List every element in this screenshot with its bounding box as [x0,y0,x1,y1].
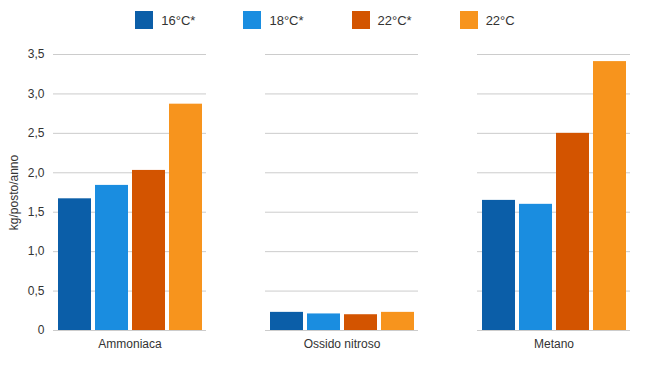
svg-text:3,0: 3,0 [28,87,45,101]
svg-text:Metano: Metano [534,337,574,351]
html-text:22°C*: 22°C* [377,12,412,28]
svg-text:kg/posto/anno: kg/posto/anno [7,154,21,230]
html-text:16°C*: 16°C* [161,12,196,28]
svg-text:2,5: 2,5 [28,126,45,140]
html-text:22°C: 22°C [485,12,515,28]
svg-text:Ossido nitroso: Ossido nitroso [304,337,381,351]
svg-text:1,0: 1,0 [28,244,45,258]
svg-text:0,5: 0,5 [28,284,45,298]
svg-text:1,5: 1,5 [28,205,45,219]
svg-text:0: 0 [38,323,45,337]
svg-text:Ammoniaca: Ammoniaca [98,337,162,351]
svg-text:3,5: 3,5 [28,47,45,61]
html-text:18°C*: 18°C* [269,12,304,28]
svg-text:2,0: 2,0 [28,166,45,180]
